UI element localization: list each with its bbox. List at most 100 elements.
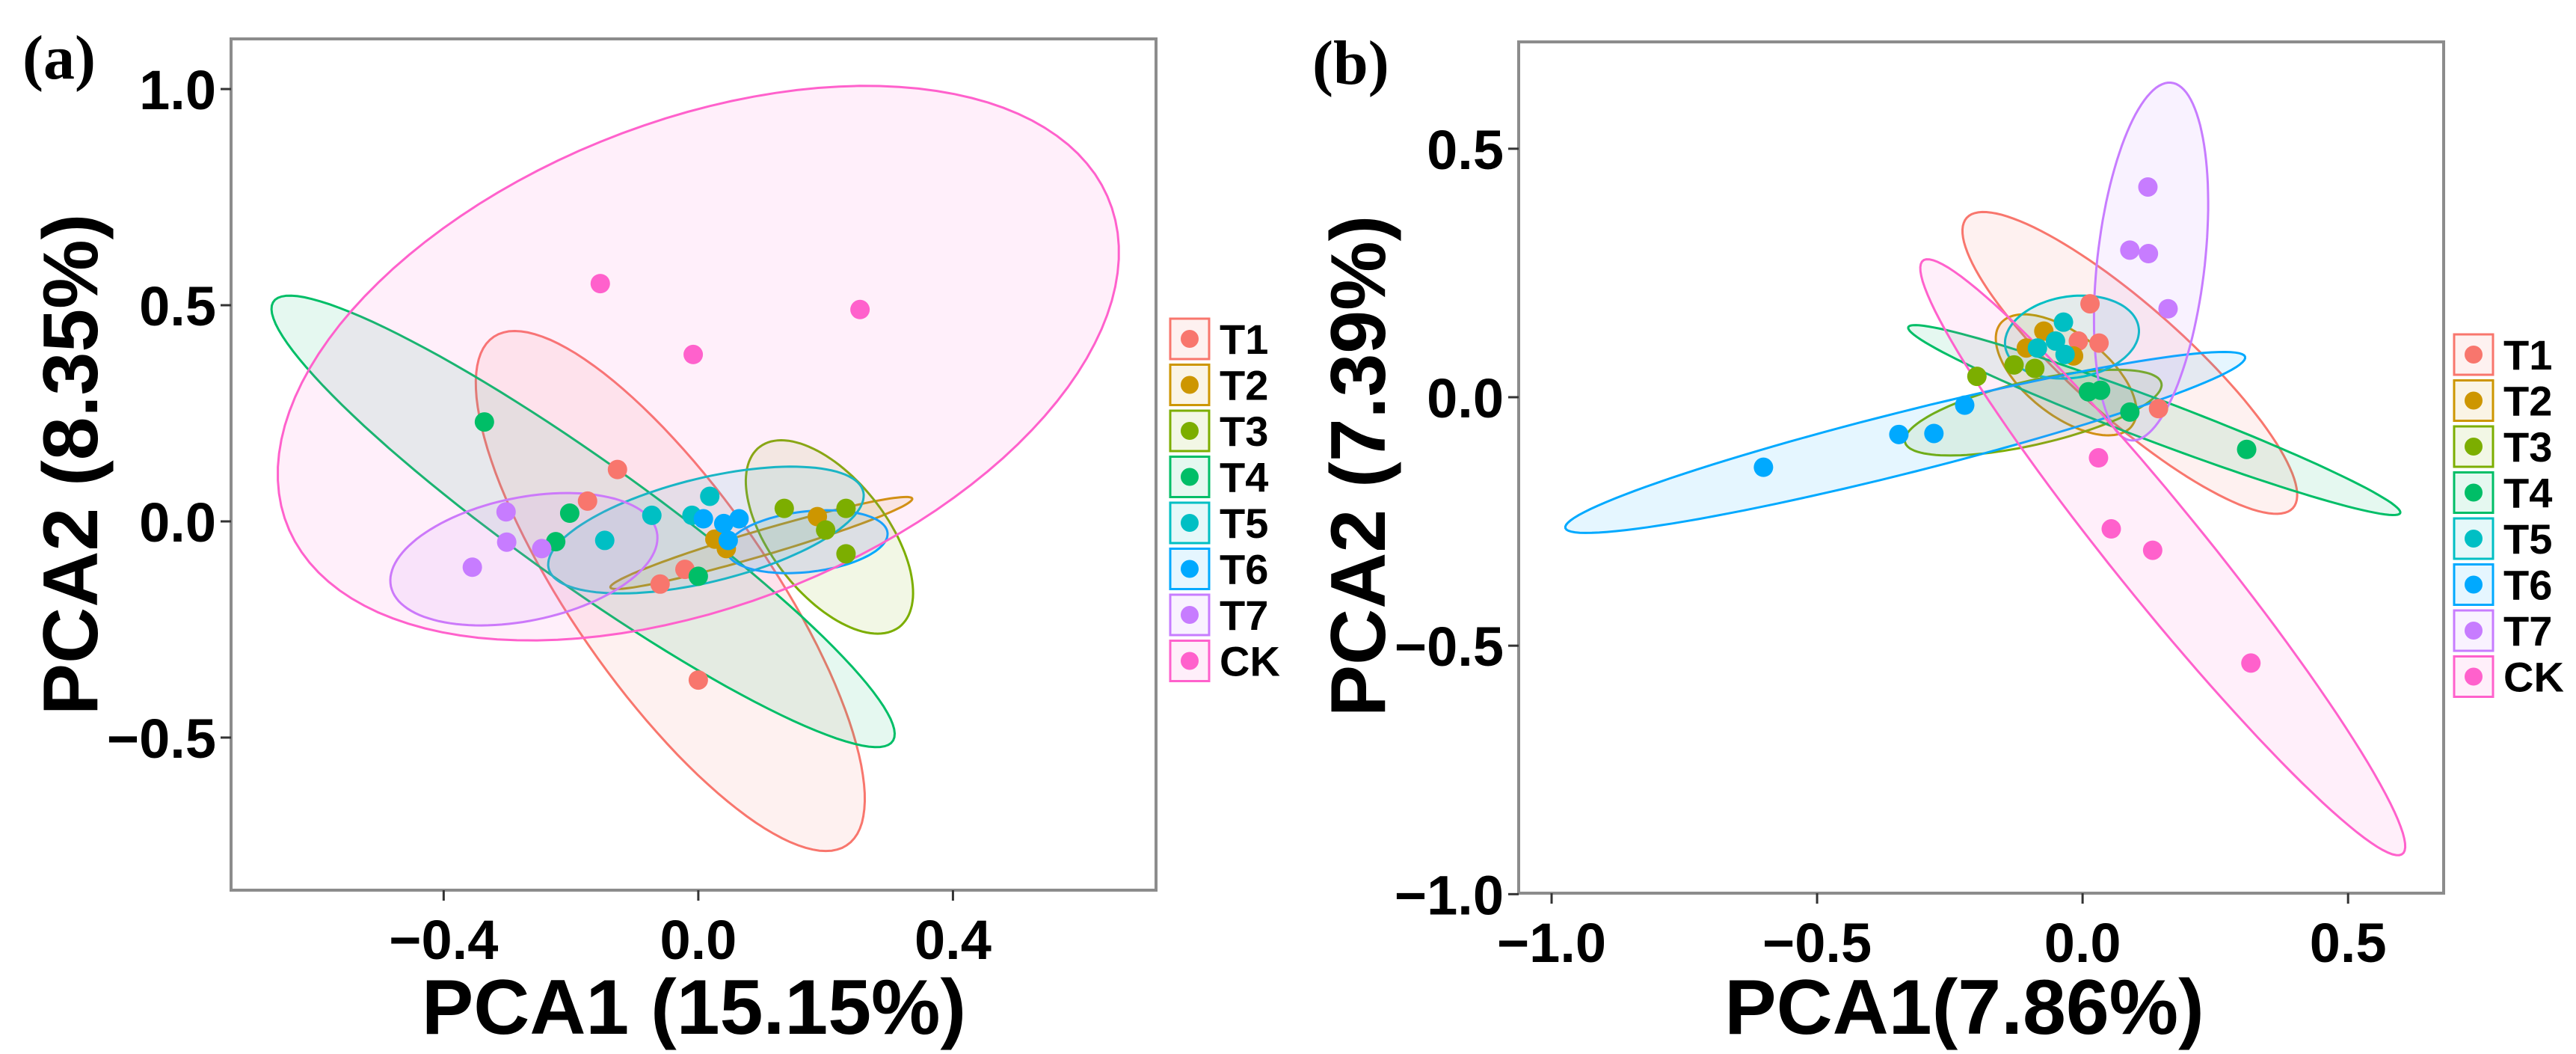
legend-label: T6 (2503, 562, 2552, 609)
legend-label: T5 (1220, 500, 1268, 547)
point-t4 (688, 566, 708, 586)
point-t6 (1924, 423, 1944, 444)
point-t1 (577, 491, 597, 511)
plot-border (1517, 40, 2445, 895)
point-t3 (2004, 355, 2024, 375)
y-axis-title-a: PCA2 (8.35%) (28, 214, 114, 715)
point-t4 (559, 503, 580, 524)
legend-key (2453, 609, 2494, 652)
legend-label: T3 (1220, 408, 1268, 455)
legend-label: T1 (1220, 316, 1268, 363)
y-tick-label: −0.5 (107, 708, 216, 770)
legend-label: T4 (1220, 454, 1268, 501)
point-t7 (2138, 177, 2158, 197)
legend-item-t3: T3 (2453, 423, 2552, 471)
legend-dot (1181, 606, 1199, 624)
legend-label: T4 (2503, 470, 2552, 517)
legend-dot (2465, 667, 2483, 686)
legend-item-t2: T2 (1169, 362, 1268, 409)
point-t1 (2148, 399, 2168, 419)
y-tick-label: 0.5 (1427, 119, 1504, 181)
legend-dot (1181, 376, 1199, 394)
legend-item-ck: CK (1169, 638, 1280, 685)
y-tick-label: −1.0 (1395, 864, 1504, 926)
point-t5 (594, 530, 615, 551)
legend-dot (2465, 530, 2483, 548)
legend-label: T2 (2503, 378, 2552, 425)
legend-label: T6 (1220, 546, 1268, 593)
legend-item-t2: T2 (2453, 378, 2552, 425)
panel-label-a: (a) (22, 23, 96, 93)
x-tick-label: −0.4 (389, 909, 498, 971)
legend-item-t7: T7 (2453, 607, 2552, 655)
confidence-ellipse-t4 (270, 294, 897, 749)
legend-label: T3 (2503, 423, 2552, 471)
plot-border (230, 37, 1158, 892)
point-t6 (693, 509, 713, 529)
point-t3 (2025, 358, 2045, 379)
point-ck (2088, 448, 2109, 468)
confidence-ellipse-ck (1919, 258, 2407, 857)
confidence-ellipse-t1 (474, 329, 867, 853)
point-t6 (729, 509, 749, 529)
panel-b: (b) PCA1(7.86%) PCA2 (7.39%) −1.0 −0.5 0.0… (1312, 28, 2564, 1051)
legend-label: CK (1220, 638, 1280, 685)
x-axis-title-b: PCA1(7.86%) (1724, 964, 2204, 1051)
plot-area (270, 85, 1120, 853)
y-tick-label: 1.0 (139, 59, 216, 121)
x-tick-label: 0.4 (914, 909, 992, 971)
plot-area (1564, 82, 2407, 857)
panel-label-b: (b) (1312, 28, 1389, 98)
confidence-ellipse-ck (277, 85, 1120, 642)
legend-dot (1181, 652, 1199, 670)
point-ck (2142, 540, 2162, 560)
legend-label: T7 (2503, 607, 2552, 655)
point-ck (2101, 519, 2121, 539)
legend-item-t5: T5 (2453, 515, 2552, 563)
point-t1 (650, 574, 670, 594)
y-tick-label: 0.5 (139, 275, 216, 337)
panel-a: (a) PCA1 (15.15%) PCA2 (8.35%) −0.4 0.0 0.… (22, 23, 1280, 1051)
point-ck (2241, 653, 2261, 673)
legend-label: T5 (2503, 515, 2552, 563)
x-tick-label: −1.0 (1497, 912, 1606, 974)
point-t6 (1955, 395, 1975, 415)
legend-dot (2465, 483, 2483, 502)
y-axis-title-b: PCA2 (7.39%) (1315, 215, 1402, 717)
confidence-ellipse-t7 (389, 491, 659, 627)
y-tick-label: 0.0 (139, 491, 216, 554)
legend-item-t1: T1 (1169, 316, 1268, 363)
point-t7 (462, 557, 482, 577)
point-t4 (2237, 439, 2257, 459)
point-t1 (2089, 333, 2109, 353)
legend-item-t7: T7 (1169, 592, 1268, 639)
point-t7 (532, 539, 552, 559)
point-t1 (607, 459, 627, 479)
point-t5 (2053, 312, 2074, 332)
point-t1 (2068, 331, 2088, 351)
legend-item-t6: T6 (2453, 562, 2552, 609)
legend-label: CK (2503, 654, 2564, 701)
point-t7 (497, 532, 517, 552)
point-t6 (713, 513, 734, 533)
legend-dot (2465, 622, 2483, 640)
point-t1 (688, 670, 708, 690)
point-t7 (2120, 240, 2140, 260)
point-t5 (2027, 338, 2047, 358)
y-tick-label: −0.5 (1395, 616, 1504, 678)
point-t3 (816, 520, 836, 540)
point-t6 (718, 530, 738, 551)
point-t3 (836, 498, 856, 518)
legend-label: T2 (1220, 362, 1268, 409)
x-tick-label: 0.0 (2044, 912, 2121, 974)
point-t7 (496, 502, 516, 522)
legend-item-ck: CK (2453, 654, 2564, 701)
point-ck (683, 344, 704, 364)
legend-item-t6: T6 (1169, 546, 1268, 593)
point-t6 (1753, 457, 1774, 477)
legend-dot (1181, 560, 1199, 578)
point-t5 (700, 486, 720, 506)
point-t5 (2055, 344, 2075, 364)
